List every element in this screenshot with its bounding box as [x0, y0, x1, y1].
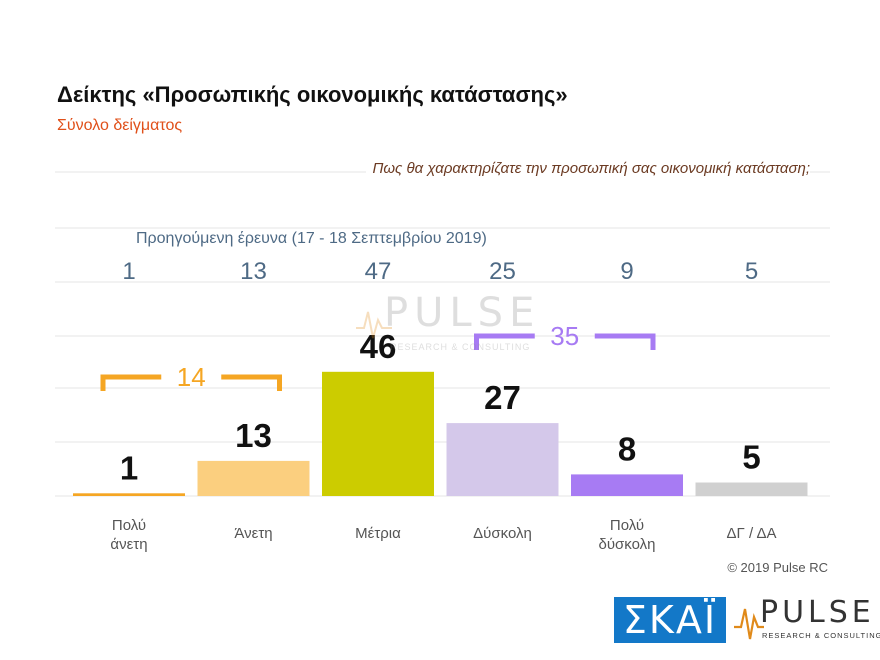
copyright: © 2019 Pulse RC — [727, 560, 828, 575]
skai-logo: ΣΚΑΪ — [614, 597, 726, 643]
bar — [446, 423, 559, 496]
category-label: άνετη — [110, 536, 147, 553]
pulse-watermark: PULSE RESEARCH & CONSULTING — [356, 290, 556, 360]
bar-value-label: 8 — [618, 430, 636, 467]
bar-value-label: 27 — [484, 379, 521, 416]
category-label: δύσκολη — [598, 536, 655, 553]
watermark-sub: RESEARCH & CONSULTING — [390, 342, 531, 352]
bars — [73, 371, 808, 496]
category-label: Πολύ — [610, 517, 644, 534]
group-bracket — [474, 333, 656, 350]
previous-value: 47 — [365, 258, 392, 285]
group-brackets: 14 35 — [100, 321, 656, 392]
chart-subtitle: Σύνολο δείγματος — [57, 117, 183, 134]
category-labels: Πολύ άνετη Άνετη Μέτρια Δύσκολη Πολύ δύσκολη ΔΓ… — [110, 517, 776, 553]
group-total-label: 35 — [550, 321, 579, 351]
previous-value: 1 — [122, 258, 135, 285]
group-bracket — [100, 374, 282, 391]
bar — [571, 474, 683, 496]
bar-value-label: 46 — [360, 328, 397, 365]
previous-survey-label: Προηγούμενη έρευνα (17 - 18 Σεπτεμβρίου … — [136, 230, 487, 247]
previous-value: 9 — [620, 258, 633, 285]
pulse-logo-word: PULSE — [760, 595, 875, 630]
previous-values: 1 13 47 25 9 5 — [122, 258, 758, 285]
bar-value-label: 13 — [235, 417, 272, 454]
category-label: Πολύ — [112, 517, 146, 534]
category-label: Δύσκολη — [473, 525, 532, 542]
previous-value: 5 — [745, 258, 758, 285]
previous-value: 13 — [240, 258, 267, 285]
category-label: Μέτρια — [355, 525, 401, 542]
survey-question: Πως θα χαρακτηρίζατε την προσωπική σας ο… — [366, 160, 810, 177]
category-label: ΔΓ / ΔΑ — [727, 525, 777, 542]
bar — [695, 482, 808, 496]
bar-value-label: 1 — [120, 449, 138, 486]
pulse-logo: PULSE RESEARCH & CONSULTING — [734, 595, 880, 647]
bar-value-label: 5 — [742, 439, 760, 476]
bar — [322, 371, 434, 496]
bar — [73, 493, 185, 496]
bar — [197, 460, 310, 496]
value-labels: 1 13 46 27 8 5 — [120, 328, 761, 487]
pulse-wave-icon — [356, 311, 392, 339]
category-label: Άνετη — [234, 525, 272, 542]
previous-value: 25 — [489, 258, 516, 285]
group-total-label: 14 — [177, 362, 206, 392]
pulse-logo-sub: RESEARCH & CONSULTING — [762, 631, 880, 640]
chart-title: Δείκτης «Προσωπικής οικονομικής κατάστασ… — [57, 82, 568, 107]
pulse-wave-icon — [734, 608, 764, 640]
watermark-word: PULSE — [384, 290, 541, 336]
